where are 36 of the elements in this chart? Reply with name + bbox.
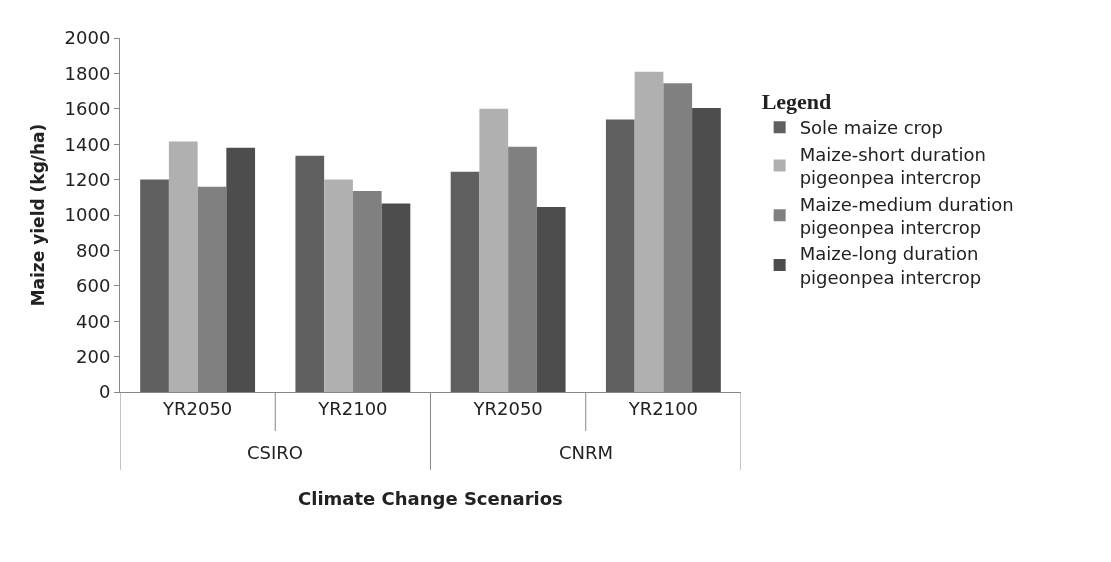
y-axis-title: Maize yield (kg/ha) (28, 123, 49, 307)
text: CNRM (559, 442, 614, 463)
y-tick-label: 0 (98, 381, 111, 403)
bar (605, 119, 635, 392)
y-tick-label: 200 (76, 345, 111, 367)
bar (692, 107, 721, 392)
bar (479, 108, 509, 392)
bar (381, 203, 411, 392)
x-tick-label: YR2050 (161, 397, 233, 419)
bar (168, 141, 198, 392)
bar (634, 71, 664, 392)
x-tick-label: YR2050 (472, 397, 543, 419)
y-tick-label: 1800 (64, 62, 111, 84)
legend-label: Sole maize crop (799, 117, 944, 139)
x-axis-title: Climate Change Scenarios (298, 488, 563, 509)
bar (295, 155, 325, 392)
legend-title: Legend (761, 89, 832, 115)
bar (324, 179, 353, 392)
x-tick-label: YR2100 (627, 397, 699, 419)
y-tick-label: 1400 (64, 133, 111, 155)
y-tick-label: 1200 (64, 168, 111, 190)
y-tick-label: 1000 (64, 204, 111, 226)
y-tick-label: 2000 (64, 27, 111, 49)
bar (226, 147, 256, 392)
y-tick-label: 800 (76, 239, 111, 261)
legend-label: Maize-long duration pigeonpea intercrop (799, 243, 982, 288)
y-tick-label: 600 (76, 275, 111, 297)
bar (450, 171, 480, 392)
legend-label: Maize-short duration pigeonpea intercrop (799, 143, 986, 189)
y-tick-label: 1600 (64, 98, 111, 120)
bar (536, 207, 566, 392)
bar (140, 179, 169, 392)
x-tick-label: YR2100 (317, 397, 388, 419)
text: CSIRO (247, 442, 303, 463)
y-tick-label: 400 (76, 310, 111, 332)
legend-label: Maize-medium duration pigeonpea intercrop (799, 193, 1014, 238)
